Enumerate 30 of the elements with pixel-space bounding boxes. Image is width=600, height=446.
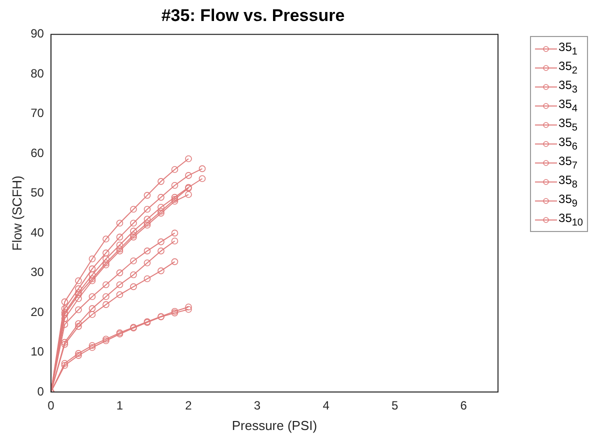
legend-label: 35$_{1}$ xyxy=(558,40,578,58)
legend-label: 35$_{5}$ xyxy=(558,116,578,134)
y-tick-label: 10 xyxy=(30,344,44,359)
x-axis-title: Pressure (PSI) xyxy=(232,418,318,433)
y-tick-label: 90 xyxy=(30,26,44,41)
x-tick-label: 1 xyxy=(116,398,124,413)
y-tick-label: 40 xyxy=(30,225,44,240)
x-tick-label: 4 xyxy=(322,398,330,413)
x-tick-label: 3 xyxy=(254,398,261,413)
x-tick-label: 6 xyxy=(460,398,468,413)
y-tick-label: 20 xyxy=(30,304,44,319)
legend-label: 35$_{8}$ xyxy=(558,172,578,190)
x-tick-label: 2 xyxy=(185,398,192,413)
y-tick-label: 0 xyxy=(37,384,44,398)
legend-label: 35$_{6}$ xyxy=(558,134,578,152)
x-tick-label: 5 xyxy=(391,398,398,413)
legend-label: 35$_{4}$ xyxy=(558,96,578,114)
y-tick-label: 50 xyxy=(30,186,44,200)
y-tick-label: 80 xyxy=(30,66,44,80)
legend-label: 35$_{9}$ xyxy=(558,192,578,210)
y-tick-label: 60 xyxy=(30,146,44,160)
y-tick-label: 70 xyxy=(30,106,44,120)
y-axis-title: Flow (SCFH) xyxy=(9,176,24,251)
chart-title: #35: Flow vs. Pressure xyxy=(161,6,345,25)
legend-label: 35$_{2}$ xyxy=(558,58,578,76)
y-tick-label: 30 xyxy=(30,265,44,280)
legend-label: 35$_{3}$ xyxy=(558,78,578,96)
legend-label: 35$_{7}$ xyxy=(558,154,578,172)
legend-label: 35$_{10}$ xyxy=(558,210,583,228)
x-tick-label: 0 xyxy=(48,398,55,413)
